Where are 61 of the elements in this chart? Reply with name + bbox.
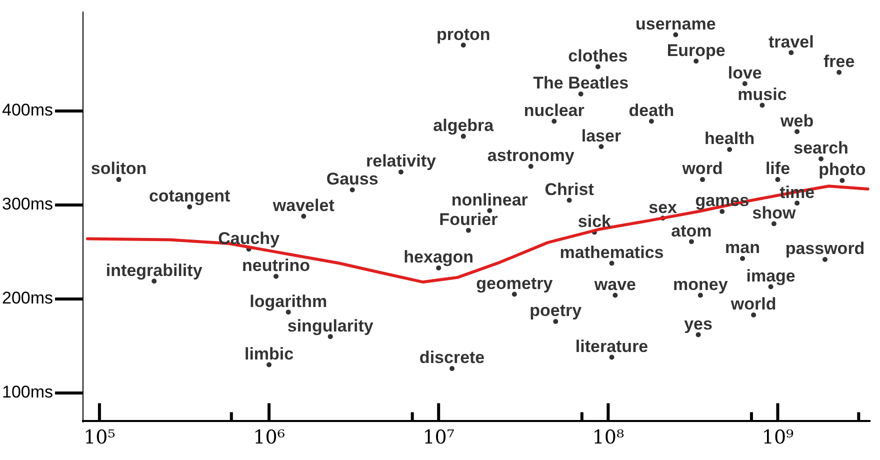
data-label: health <box>704 129 755 148</box>
y-tick-label: 400ms <box>2 100 54 120</box>
data-label: astronomy <box>487 146 575 166</box>
data-label: limbic <box>244 344 294 364</box>
data-label: geometry <box>476 274 554 293</box>
data-label: relativity <box>366 152 436 171</box>
data-label: wavelet <box>272 196 335 215</box>
data-label: love <box>728 63 762 82</box>
x-tick-label: 10⁷ <box>422 426 455 449</box>
x-tick-label: 10⁸ <box>592 426 624 449</box>
data-label: soliton <box>90 159 147 178</box>
data-label: Gauss <box>326 170 378 189</box>
data-label: yes <box>684 314 712 334</box>
x-tick-label: 10⁶ <box>253 426 286 449</box>
data-label: word <box>681 159 723 178</box>
data-label: search <box>794 138 848 158</box>
data-label: proton <box>436 24 490 44</box>
data-label: image <box>746 266 796 286</box>
data-label: nuclear <box>524 100 585 120</box>
x-tick-label: 10⁹ <box>762 426 794 449</box>
data-label: hexagon <box>404 248 474 267</box>
data-label: travel <box>768 32 814 52</box>
data-label: Cauchy <box>218 228 280 248</box>
data-label: show <box>752 203 796 222</box>
data-label: world <box>730 294 776 314</box>
data-label: sick <box>578 212 612 231</box>
data-label: password <box>785 239 865 258</box>
data-label: poetry <box>530 301 582 320</box>
data-label: literature <box>575 336 648 356</box>
data-label: wave <box>593 274 636 294</box>
data-label: death <box>628 100 674 120</box>
y-tick-label: 200ms <box>2 288 54 308</box>
data-label: free <box>823 52 855 72</box>
x-tick-label: 10⁵ <box>84 426 116 449</box>
data-label: man <box>725 238 760 258</box>
data-label: discrete <box>419 348 485 368</box>
data-label: games <box>695 191 750 210</box>
data-label: life <box>765 159 790 178</box>
data-label: atom <box>671 221 712 240</box>
y-tick-label: 300ms <box>2 194 54 214</box>
data-label: Fourier <box>439 210 498 230</box>
data-label: mathematics <box>560 242 664 262</box>
data-label: laser <box>581 126 622 146</box>
data-label: cotangent <box>148 186 231 206</box>
data-label: The Beatles <box>533 74 629 93</box>
data-label: sex <box>648 198 678 217</box>
data-label: photo <box>818 160 866 180</box>
data-label: logarithm <box>250 292 328 311</box>
data-label: web <box>780 111 814 130</box>
data-label: neutrino <box>242 256 310 276</box>
data-label: singularity <box>287 316 374 336</box>
data-label: integrability <box>106 260 203 280</box>
data-label: clothes <box>568 46 628 66</box>
data-label: nonlinear <box>451 190 528 210</box>
data-label: money <box>673 274 728 294</box>
data-label: music <box>738 84 787 104</box>
data-label: Europe <box>666 40 726 60</box>
y-tick-label: 100ms <box>2 382 54 402</box>
data-label: Christ <box>544 180 594 199</box>
data-label: algebra <box>433 116 494 135</box>
data-label: username <box>635 14 716 34</box>
